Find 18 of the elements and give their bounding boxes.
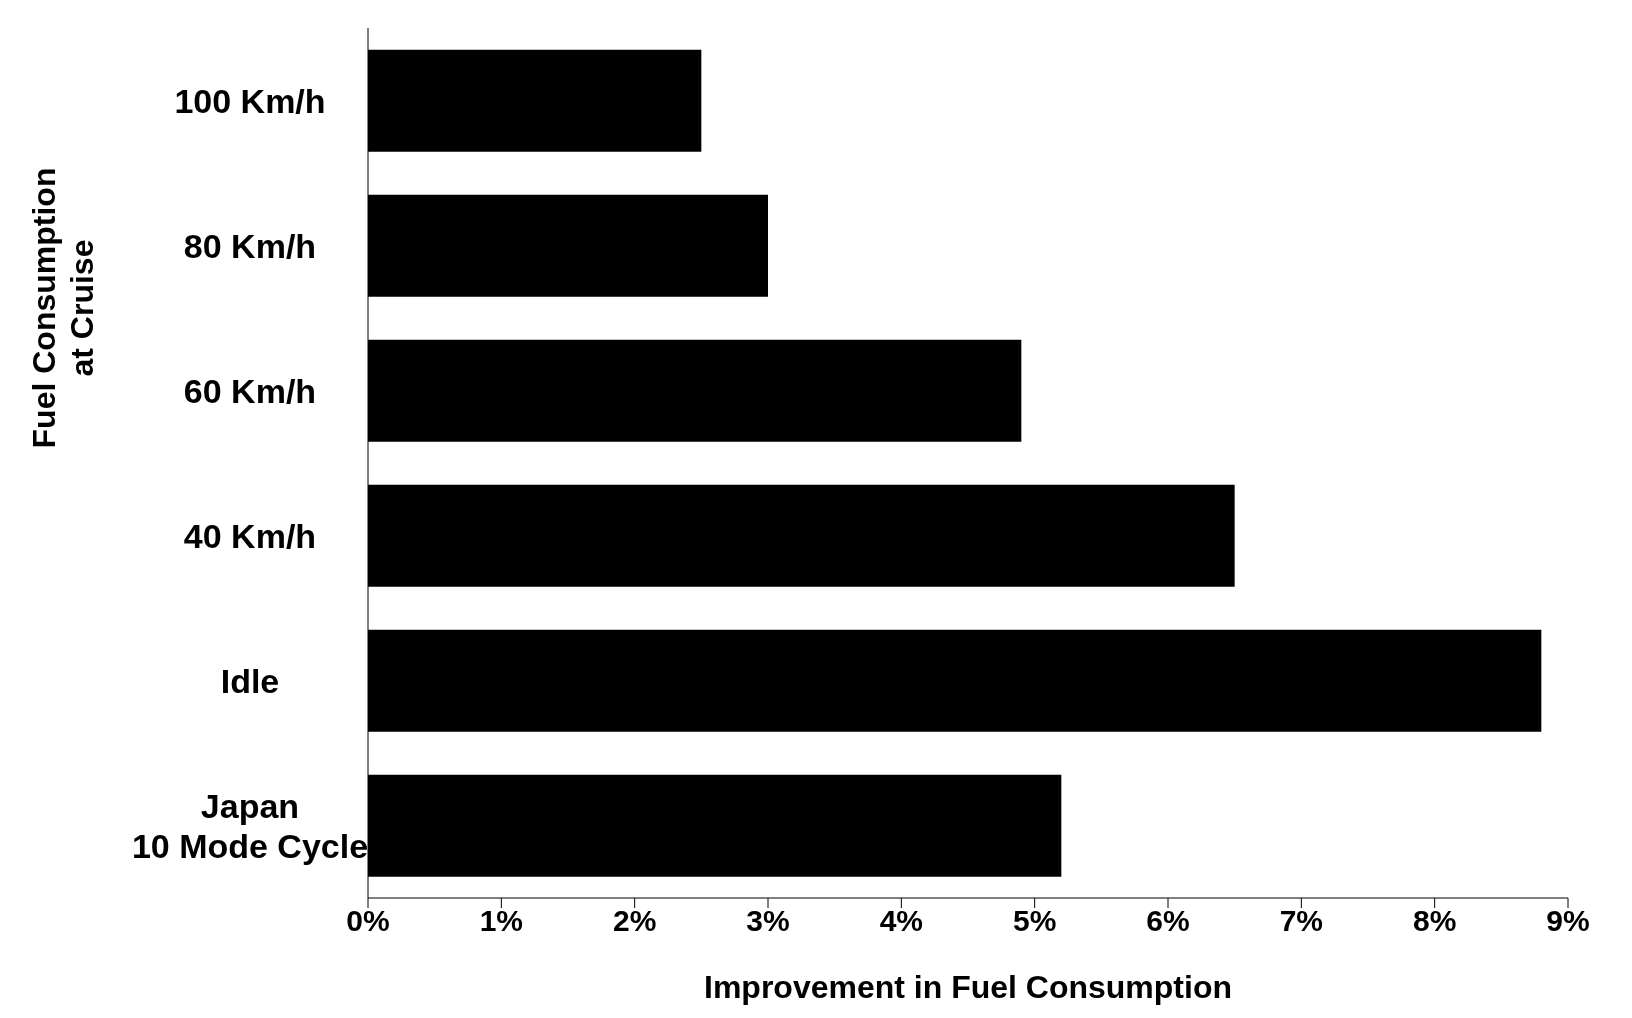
x-tick-label: 8%	[1412, 904, 1457, 938]
x-tick-label: 5%	[1012, 904, 1057, 938]
x-tick-label: 7%	[1279, 904, 1324, 938]
y-tick-label: 60 Km/h	[183, 371, 317, 410]
y-tick-label: 100 Km/h	[174, 81, 326, 120]
x-tick-label: 4%	[879, 904, 924, 938]
x-tick-label: 6%	[1146, 904, 1190, 938]
y-tick-label: Japan 10 Mode Cycle	[131, 786, 369, 865]
x-tick-label: 9%	[1546, 904, 1590, 938]
x-tick-label: 0%	[346, 904, 390, 938]
y-axis-title: Fuel Consumption at Cruise	[26, 167, 100, 449]
x-axis-title: Improvement in Fuel Consumption	[703, 969, 1233, 1005]
x-tick-label: 1%	[479, 904, 524, 938]
x-tick-label: 2%	[612, 904, 657, 938]
y-tick-label: Idle	[220, 661, 280, 700]
y-tick-label: 40 Km/h	[183, 516, 317, 555]
y-tick-label: 80 Km/h	[183, 226, 317, 265]
x-tick-label: 3%	[746, 904, 790, 938]
